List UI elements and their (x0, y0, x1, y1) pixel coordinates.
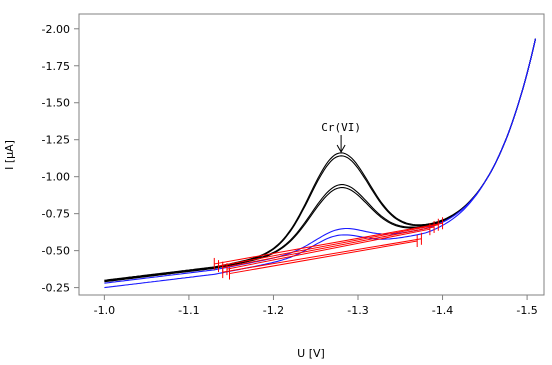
y-tick-label: -1.50 (42, 97, 70, 110)
x-axis: -1.0 -1.1 -1.2 -1.3 -1.4 -1.5 (94, 295, 538, 317)
annotation-arrow-head (336, 144, 346, 154)
x-axis-title: U [V] (297, 347, 325, 360)
baseline-5 (222, 238, 422, 273)
x-tick-label: -1.0 (94, 304, 115, 317)
x-tick-label: -1.4 (432, 304, 453, 317)
y-axis: -2.00 -1.75 -1.50 -1.25 -1.00 -0.75 -0.50 -0.25 (42, 23, 79, 295)
y-tick-label: -1.25 (42, 134, 70, 147)
x-tick-label: -1.5 (516, 304, 537, 317)
plot-area (78, 13, 545, 296)
blank-curve-5 (104, 38, 537, 284)
y-tick-label: -0.50 (42, 245, 70, 258)
y-tick-label: -2.00 (42, 23, 70, 36)
baselines-group (213, 217, 444, 280)
y-tick-label: -1.75 (42, 60, 70, 73)
x-tick-label: -1.1 (178, 304, 199, 317)
y-tick-label: -1.00 (42, 171, 70, 184)
baseline-6 (229, 240, 418, 275)
cr-vi-label: Cr(VI) (321, 121, 361, 134)
baseline-2 (218, 224, 439, 267)
peak-annotation: Cr(VI) (321, 121, 361, 154)
blank-curve-6 (104, 38, 537, 289)
y-tick-label: -0.25 (42, 282, 70, 295)
baseline-4 (226, 228, 430, 270)
baseline-1 (214, 222, 443, 265)
baseline-3 (222, 226, 435, 269)
y-axis-title: I [µA] (3, 140, 16, 170)
y-tick-label: -0.75 (42, 208, 70, 221)
x-tick-label: -1.3 (347, 304, 368, 317)
x-tick-label: -1.2 (263, 304, 284, 317)
curves-group (104, 38, 537, 289)
